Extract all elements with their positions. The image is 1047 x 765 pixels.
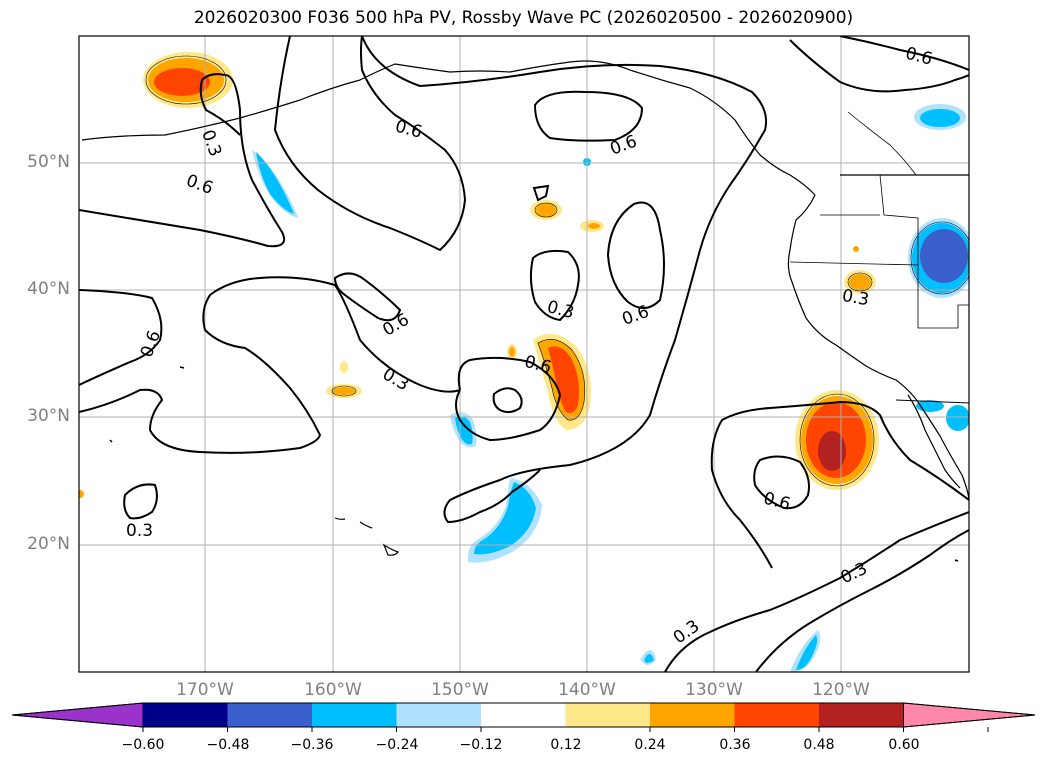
lon-label-170w: 170°W (176, 680, 234, 700)
colorbar-tick-label: −0.12 (459, 737, 503, 753)
graticule (79, 36, 969, 672)
colorbar-segment (819, 703, 904, 727)
colorbar-segment (143, 703, 228, 727)
colorbar-segment (481, 703, 566, 727)
colorbar-tick-label: −0.60 (121, 737, 165, 753)
colorbar-tick-label: −0.48 (206, 737, 250, 753)
lat-label-50n: 50°N (27, 152, 70, 172)
colorbar-segment (312, 703, 397, 727)
pv-contours (79, 36, 969, 672)
colorbar (11, 702, 1036, 732)
colorbar-segment (565, 703, 650, 727)
colorbar-tick-label: −0.36 (290, 737, 334, 753)
contour-label: 0.3 (840, 286, 870, 310)
lat-label-40n: 40°N (27, 279, 70, 299)
colorbar-tick-label: 0.36 (719, 737, 751, 753)
colorbar-tick-label: 0.24 (634, 737, 666, 753)
colorbar-extend-low (11, 702, 144, 728)
colorbar-segment (734, 703, 819, 727)
lon-label-130w: 130°W (685, 680, 743, 700)
colorbar-extend-high (903, 702, 1036, 728)
map-frame (78, 35, 970, 673)
lat-label-30n: 30°N (27, 406, 70, 426)
contour-label: 0.3 (126, 521, 153, 541)
colorbar-tick-label: 0.60 (888, 737, 920, 753)
lat-label-20n: 20°N (27, 534, 70, 554)
lon-label-120w: 120°W (812, 680, 870, 700)
colorbar-segment (227, 703, 312, 727)
colorbar-tick-label: 0.48 (803, 737, 835, 753)
colorbar-segment (650, 703, 735, 727)
figure-title: 2026020300 F036 500 hPa PV, Rossby Wave … (193, 8, 854, 28)
lon-label-150w: 150°W (431, 680, 489, 700)
colorbar-tick-label: 0.12 (550, 737, 582, 753)
lon-label-160w: 160°W (304, 680, 362, 700)
lon-label-140w: 140°W (558, 680, 616, 700)
colorbar-tick-label: −0.24 (375, 737, 419, 753)
colorbar-segment (396, 703, 481, 727)
